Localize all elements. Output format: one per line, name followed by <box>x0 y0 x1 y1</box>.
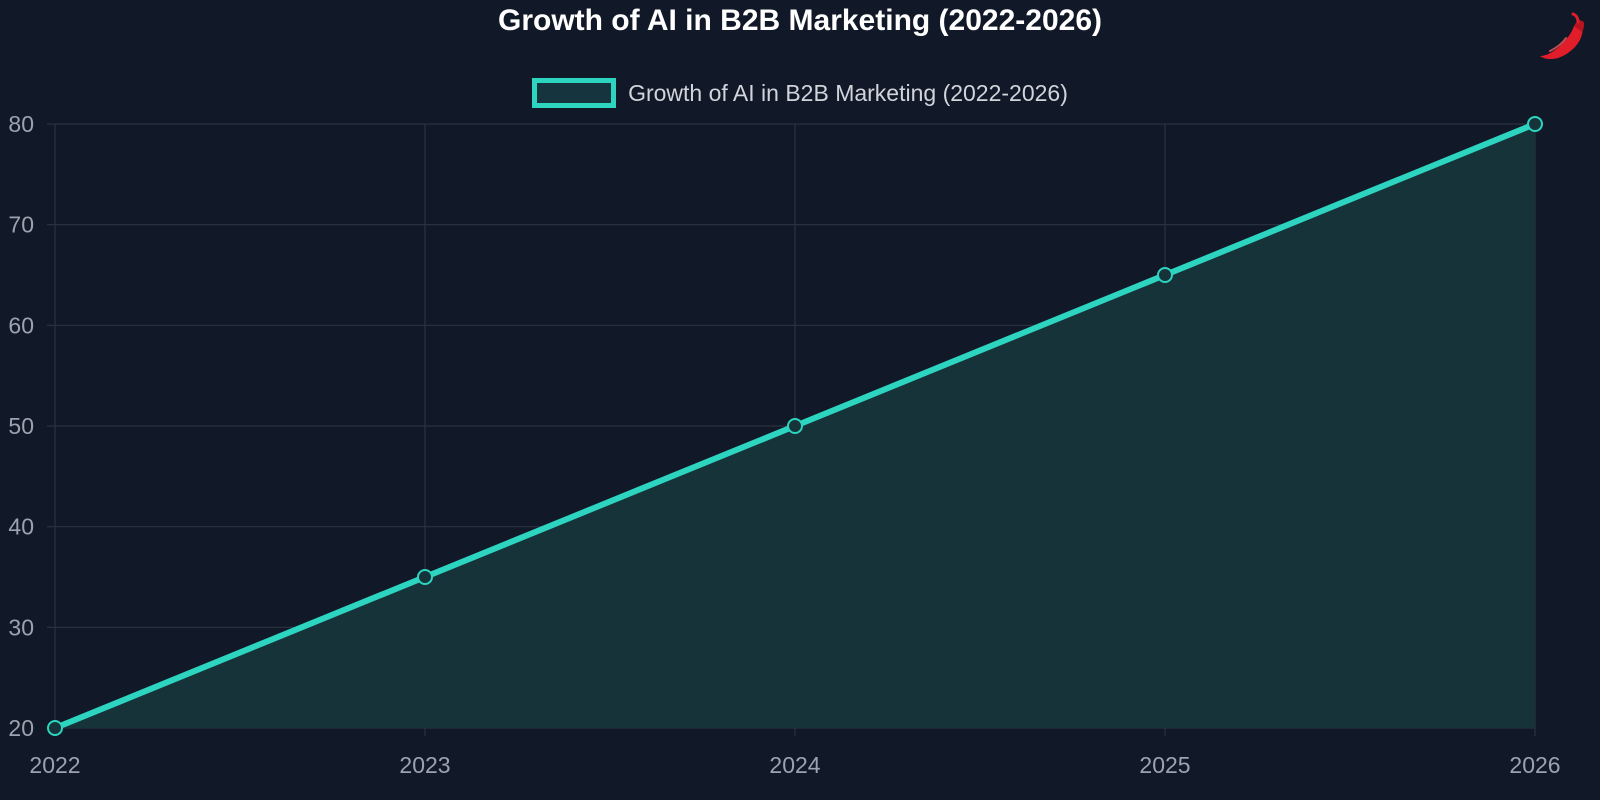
area-fill <box>55 124 1535 728</box>
y-tick-label: 40 <box>8 514 34 540</box>
series-line-path <box>52 121 1538 731</box>
data-point[interactable] <box>417 569 433 585</box>
y-tick-label: 80 <box>8 111 34 137</box>
x-tick-label: 2025 <box>1139 752 1190 778</box>
x-tick-label: 2023 <box>399 752 450 778</box>
y-axis-ticks: 20 30 40 50 60 70 80 <box>8 111 34 741</box>
y-tick-label: 60 <box>8 312 34 338</box>
chili-pepper-icon <box>1540 12 1585 60</box>
x-tick-label: 2022 <box>29 752 80 778</box>
data-point[interactable] <box>1157 267 1173 283</box>
x-tick-label: 2026 <box>1509 752 1560 778</box>
grid-lines <box>47 123 1536 736</box>
y-tick-label: 30 <box>8 614 34 640</box>
legend-swatch[interactable] <box>532 78 617 108</box>
series-area <box>55 124 1535 728</box>
data-point[interactable] <box>47 720 63 736</box>
y-tick-label: 20 <box>8 715 34 741</box>
x-tick-label: 2024 <box>769 752 820 778</box>
y-tick-label: 50 <box>8 413 34 439</box>
y-tick-label: 70 <box>8 212 34 238</box>
data-point[interactable] <box>1527 116 1543 132</box>
chart-title: Growth of AI in B2B Marketing (2022-2026… <box>497 4 1102 37</box>
x-axis-ticks: 2022 2023 2024 2025 2026 <box>29 752 1560 778</box>
legend: Growth of AI in B2B Marketing (2022-2026… <box>0 76 1600 110</box>
data-points <box>47 116 1543 736</box>
data-point[interactable] <box>787 418 803 434</box>
legend-label[interactable]: Growth of AI in B2B Marketing (2022-2026… <box>628 80 1068 106</box>
series-line <box>52 121 1538 731</box>
